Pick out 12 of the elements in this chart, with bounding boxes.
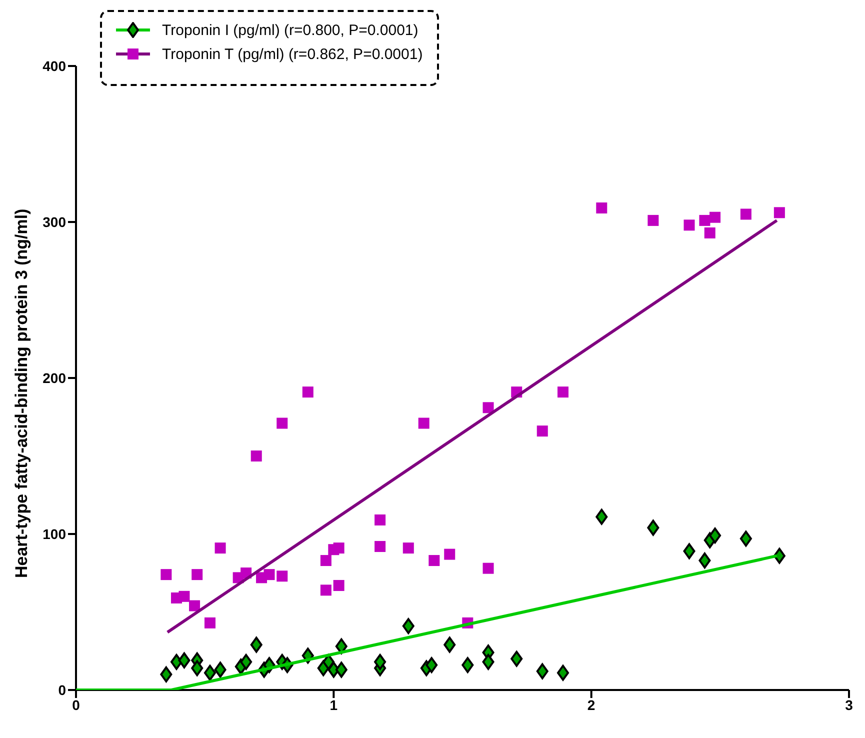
x-tick-label: 2 <box>587 696 596 713</box>
x-tick-label: 1 <box>330 696 338 713</box>
x-tick-label: 0 <box>72 696 80 713</box>
y-axis-title: Heart-type fatty-acid-binding protein 3 (ng/ml) <box>12 208 32 578</box>
y-tick-label: 200 <box>42 370 66 386</box>
y-tick-label: 0 <box>58 682 66 698</box>
y-tick-label: 400 <box>42 58 66 74</box>
legend-label: Troponin T (pg/ml) (r=0.862, P=0.0001) <box>162 46 423 62</box>
y-tick-label: 300 <box>42 214 66 230</box>
y-tick-label: 100 <box>42 526 66 542</box>
legend-label: Troponin I (pg/ml) (r=0.800, P=0.0001) <box>162 22 418 38</box>
x-tick-label: 3 <box>845 696 854 713</box>
